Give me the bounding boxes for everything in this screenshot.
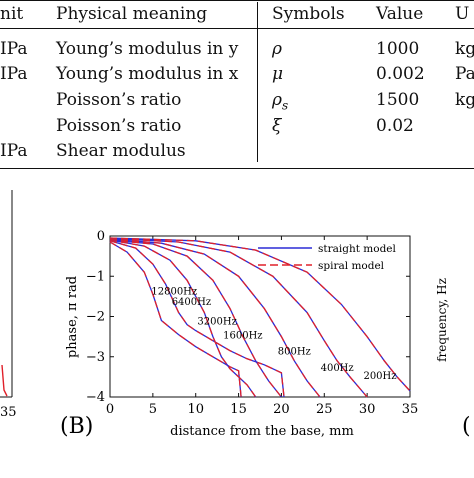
row-symbol: ξ xyxy=(272,116,282,136)
row-unit-right: kg xyxy=(455,90,474,110)
series-line-spiral xyxy=(109,237,411,392)
row-symbol: ρs xyxy=(272,88,288,117)
x-tick-label: 25 xyxy=(316,402,333,417)
y-tick-label: −3 xyxy=(86,350,105,365)
table-divider xyxy=(257,2,258,162)
parameter-table: nit Physical meaning Symbols Value U IPa… xyxy=(0,0,474,170)
row-value: 0.002 xyxy=(376,64,425,84)
frequency-label: 800Hz xyxy=(278,347,311,358)
axis-ticks: 0 5 10 15 20 25 30 35 0 −1 −2 −3 −4 xyxy=(86,229,418,417)
header-value: Value xyxy=(376,4,424,24)
row-meaning: Young’s modulus in x xyxy=(56,64,239,84)
row-symbol-subscript: s xyxy=(282,98,289,113)
row-symbol: μ xyxy=(272,64,284,84)
table-top-rule xyxy=(0,0,474,1)
table-row: IPa Young’s modulus in x μ 0.002 Pa xyxy=(0,62,474,86)
y-axis-label: phase, π rad xyxy=(65,276,80,358)
table-row: IPa Young’s modulus in y ρ 1000 kg xyxy=(0,37,474,61)
table-bottom-rule xyxy=(0,168,474,169)
figure-row: 35 0 5 10 15 20 25 30 35 0 −1 −2 −3 −4 12800Hz 6400Hz… xyxy=(0,190,474,474)
row-unit-right: Pa xyxy=(455,64,474,84)
header-unit-right: U xyxy=(455,4,470,24)
frequency-label: 12800Hz xyxy=(151,286,197,297)
series-line-spiral xyxy=(109,241,242,398)
row-value: 1000 xyxy=(376,39,420,59)
y-tick-label: −1 xyxy=(86,269,105,284)
frequency-label: 400Hz xyxy=(321,363,354,374)
row-meaning: Young’s modulus in y xyxy=(56,39,239,59)
table-row: Poisson’s ratio ξ 0.02 xyxy=(0,114,474,138)
plot-curves xyxy=(109,237,411,398)
row-meaning: Shear modulus xyxy=(56,141,186,161)
series-line-spiral xyxy=(109,238,321,398)
figure-svg: 35 0 5 10 15 20 25 30 35 0 −1 −2 −3 −4 12800Hz6400Hz… xyxy=(0,190,471,439)
series-line-spiral xyxy=(109,237,368,398)
header-physical-meaning: Physical meaning xyxy=(56,4,208,24)
legend-label-straight: straight model xyxy=(318,243,396,255)
series-line-spiral xyxy=(109,240,285,398)
table-row: Poisson’s ratio ρs 1500 kg xyxy=(0,88,474,112)
series-line-spiral xyxy=(109,239,282,398)
panel-label-b: (B) xyxy=(60,414,93,439)
header-unit: nit xyxy=(0,4,24,24)
row-meaning: Poisson’s ratio xyxy=(56,90,182,110)
y-tick-label: −4 xyxy=(86,390,105,405)
header-symbols: Symbols xyxy=(272,4,345,24)
x-tick-label: 10 xyxy=(187,402,204,417)
legend: straight model spiral model xyxy=(258,243,396,272)
x-tick-label: 15 xyxy=(230,402,247,417)
x-tick-label: 35 xyxy=(402,402,419,417)
x-tick-label: 30 xyxy=(359,402,376,417)
x-tick-label: 5 xyxy=(149,402,157,417)
x-tick-label: 20 xyxy=(273,402,290,417)
row-unit-right: kg xyxy=(455,39,474,59)
row-meaning: Poisson’s ratio xyxy=(56,116,182,136)
legend-label-spiral: spiral model xyxy=(318,260,385,272)
x-tick-label: 0 xyxy=(106,402,114,417)
series-line-straight xyxy=(109,239,257,398)
frequency-label: 6400Hz xyxy=(172,297,211,308)
x-axis-label: distance from the base, mm xyxy=(170,424,354,439)
table-header-rule xyxy=(0,28,474,29)
left-panel-tick-label: 35 xyxy=(0,405,17,420)
panel-label-c: ( xyxy=(462,414,471,439)
left-panel-curve-fragment xyxy=(1,364,8,397)
frequency-label: 3200Hz xyxy=(197,317,236,328)
y-tick-label: −2 xyxy=(86,310,105,325)
row-unit: IPa xyxy=(0,64,28,84)
row-symbol-base: ρ xyxy=(272,90,282,110)
row-symbol: ρ xyxy=(272,39,282,59)
table-row: IPa Shear modulus xyxy=(0,139,474,163)
right-panel-ylabel: frequency, Hz xyxy=(435,278,449,362)
frequency-label: 200Hz xyxy=(363,371,396,382)
row-value: 1500 xyxy=(376,90,420,110)
row-value: 0.02 xyxy=(376,116,414,136)
row-unit: IPa xyxy=(0,39,28,59)
row-unit: IPa xyxy=(0,141,28,161)
table-header-row: nit Physical meaning Symbols Value U xyxy=(0,2,474,26)
y-tick-label: 0 xyxy=(97,229,105,244)
frequency-label: 1600Hz xyxy=(223,331,262,342)
